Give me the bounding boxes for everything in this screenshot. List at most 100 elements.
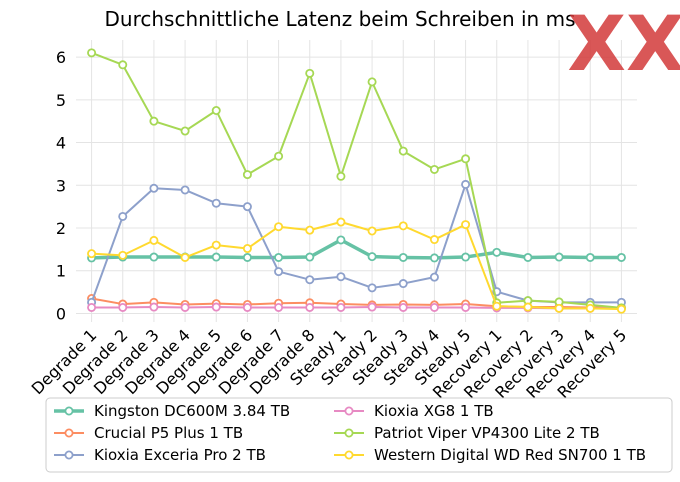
data-point — [554, 303, 564, 313]
data-point — [336, 171, 346, 181]
data-point — [87, 249, 97, 259]
y-tick-label: 5 — [56, 91, 66, 110]
data-point — [274, 267, 284, 277]
data-point — [211, 302, 221, 312]
data-point — [305, 68, 315, 78]
data-point — [367, 283, 377, 293]
data-point — [87, 48, 97, 58]
series-line — [91, 51, 622, 309]
watermark-logo: XX — [567, 0, 680, 88]
data-point — [242, 202, 252, 212]
data-point — [305, 275, 315, 285]
data-point — [274, 252, 284, 262]
data-point — [211, 106, 221, 116]
series-group — [87, 48, 626, 313]
data-point — [492, 247, 502, 257]
data-point — [429, 302, 439, 312]
data-point — [616, 252, 626, 262]
data-point — [118, 250, 128, 260]
data-point — [429, 235, 439, 245]
data-point — [429, 272, 439, 282]
data-point — [180, 302, 190, 312]
data-point — [398, 252, 408, 262]
series-line — [91, 238, 622, 260]
data-point — [274, 302, 284, 312]
data-point — [118, 211, 128, 221]
legend-item: Patriot Viper VP4300 Lite 2 TB — [334, 424, 600, 442]
series-line — [90, 183, 622, 304]
legend-label: Patriot Viper VP4300 Lite 2 TB — [374, 424, 600, 442]
legend-item: Kingston DC600M 3.84 TB — [54, 402, 290, 420]
data-point — [367, 252, 377, 262]
data-point — [242, 244, 252, 254]
y-tick-label: 2 — [56, 219, 66, 238]
data-point — [274, 151, 284, 161]
data-point — [585, 252, 595, 262]
legend-item: Kioxia Exceria Pro 2 TB — [54, 446, 266, 464]
data-point — [242, 302, 252, 312]
series-lines — [87, 48, 626, 314]
legend-item: Western Digital WD Red SN700 1 TB — [334, 446, 646, 464]
data-point — [554, 252, 564, 262]
data-point — [149, 252, 159, 262]
data-point — [149, 302, 159, 312]
legend-label: Kioxia Exceria Pro 2 TB — [94, 446, 266, 464]
series-group — [87, 217, 626, 314]
data-point — [367, 302, 377, 312]
data-point — [523, 302, 533, 312]
data-point — [211, 252, 221, 262]
data-point — [461, 220, 471, 230]
y-tick-label: 3 — [56, 176, 66, 195]
data-point — [149, 183, 159, 193]
y-tick-label: 0 — [56, 304, 66, 323]
data-point — [274, 222, 284, 232]
data-point — [118, 60, 128, 70]
data-point — [461, 154, 471, 164]
data-point — [305, 225, 315, 235]
data-point — [336, 272, 346, 282]
data-point — [305, 252, 315, 262]
data-point — [211, 198, 221, 208]
chart-title: Durchschnittliche Latenz beim Schreiben … — [105, 7, 576, 31]
legend-label: Western Digital WD Red SN700 1 TB — [374, 446, 646, 464]
data-point — [149, 116, 159, 126]
series-line — [91, 221, 622, 311]
data-point — [398, 221, 408, 231]
data-point — [429, 164, 439, 174]
data-point — [305, 302, 315, 312]
data-point — [367, 77, 377, 87]
data-point — [180, 126, 190, 136]
data-point — [429, 253, 439, 263]
data-point — [461, 302, 471, 312]
data-point — [398, 302, 408, 312]
data-point — [461, 179, 471, 189]
legend-label: Kingston DC600M 3.84 TB — [94, 402, 290, 420]
watermark-text: XX — [567, 0, 680, 88]
data-point — [398, 146, 408, 156]
legend-swatch-marker — [344, 406, 354, 416]
legend-item: Kioxia XG8 1 TB — [334, 402, 494, 420]
legend-swatch-marker — [344, 450, 354, 460]
legend-swatch-marker — [64, 406, 74, 416]
y-tick-label: 1 — [56, 262, 66, 281]
data-point — [523, 252, 533, 262]
series-line — [91, 297, 622, 309]
data-point — [242, 170, 252, 180]
legend: Kingston DC600M 3.84 TB Crucial P5 Plus 1… — [45, 397, 673, 473]
legend-frame — [45, 397, 673, 473]
data-point — [585, 303, 595, 313]
data-point — [336, 217, 346, 227]
data-point — [398, 279, 408, 289]
data-point — [180, 185, 190, 195]
data-point — [242, 252, 252, 262]
data-point — [118, 302, 128, 312]
data-point — [616, 304, 626, 314]
data-point — [336, 235, 346, 245]
data-point — [336, 302, 346, 312]
data-point — [149, 235, 159, 245]
legend-label: Crucial P5 Plus 1 TB — [94, 424, 243, 442]
legend-item: Crucial P5 Plus 1 TB — [54, 424, 243, 442]
grid — [76, 40, 637, 322]
